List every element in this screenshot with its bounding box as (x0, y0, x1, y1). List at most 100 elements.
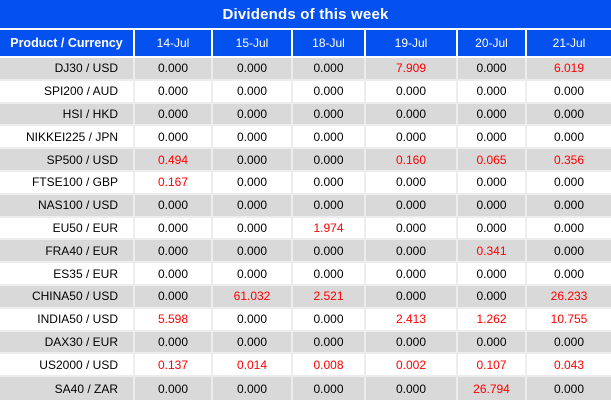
table-row: SP500 / USD 0.494 0.000 0.000 0.160 0.065 0.35… (0, 149, 611, 172)
dividend-value: 0.000 (366, 217, 458, 241)
product-currency-label: NAS100 / USD (0, 194, 135, 218)
dividend-value: 0.000 (366, 240, 458, 264)
dividend-value: 0.494 (135, 149, 213, 172)
dividend-value: 0.000 (135, 103, 213, 127)
dividend-value: 0.000 (366, 80, 458, 104)
dividend-value: 0.000 (527, 331, 611, 355)
dividend-value: 0.000 (135, 377, 213, 400)
dividend-value: 0.000 (458, 58, 527, 81)
product-currency-label: HSI / HKD (0, 103, 135, 127)
dividend-value: 0.000 (135, 285, 213, 309)
dividend-value: 0.000 (527, 80, 611, 104)
dividend-value: 0.000 (213, 103, 293, 127)
product-currency-label: SP500 / USD (0, 149, 135, 172)
dividend-value: 0.000 (293, 331, 366, 355)
dividend-value: 0.000 (213, 194, 293, 218)
table-row: HSI / HKD 0.000 0.000 0.000 0.000 0.000 0.000 (0, 103, 611, 127)
product-currency-label: CHINA50 / USD (0, 285, 135, 309)
product-currency-label: ES35 / EUR (0, 263, 135, 286)
dividend-value: 0.000 (293, 194, 366, 218)
dividend-value: 0.008 (293, 354, 366, 378)
dividend-value: 0.160 (366, 149, 458, 172)
column-header-date: 15-Jul (213, 30, 293, 58)
dividend-value: 0.000 (293, 263, 366, 286)
dividend-value: 0.000 (213, 217, 293, 241)
dividend-value: 0.000 (366, 126, 458, 150)
column-header-date: 21-Jul (527, 30, 611, 58)
dividend-value: 0.000 (213, 308, 293, 332)
dividend-value: 0.000 (135, 240, 213, 264)
dividend-value: 5.598 (135, 308, 213, 332)
dividend-value: 0.000 (527, 126, 611, 150)
dividend-value: 0.356 (527, 149, 611, 172)
dividend-value: 61.032 (213, 285, 293, 309)
product-currency-label: INDIA50 / USD (0, 308, 135, 332)
dividend-value: 1.974 (293, 217, 366, 241)
product-currency-label: SPI200 / AUD (0, 80, 135, 104)
product-currency-label: DAX30 / EUR (0, 331, 135, 355)
dividend-value: 0.000 (527, 217, 611, 241)
dividend-value: 0.000 (458, 194, 527, 218)
table-row: ES35 / EUR 0.000 0.000 0.000 0.000 0.000 0.000 (0, 263, 611, 286)
dividend-value: 0.000 (366, 285, 458, 309)
dividend-value: 0.000 (213, 171, 293, 195)
product-currency-label: FRA40 / EUR (0, 240, 135, 264)
dividend-value: 0.137 (135, 354, 213, 378)
table-row: INDIA50 / USD 5.598 0.000 0.000 2.413 1.262 10… (0, 308, 611, 332)
dividend-value: 0.000 (213, 240, 293, 264)
dividend-value: 0.000 (135, 58, 213, 81)
dividend-value: 0.000 (213, 377, 293, 400)
dividend-value: 0.000 (458, 171, 527, 195)
dividend-value: 0.341 (458, 240, 527, 264)
dividend-value: 0.000 (293, 377, 366, 400)
product-currency-label: EU50 / EUR (0, 217, 135, 241)
table-row: EU50 / EUR 0.000 0.000 1.974 0.000 0.000 0.000 (0, 217, 611, 241)
column-header-date: 14-Jul (135, 30, 213, 58)
dividend-value: 0.000 (213, 331, 293, 355)
column-header-date: 19-Jul (366, 30, 458, 58)
dividend-value: 0.014 (213, 354, 293, 378)
product-currency-label: SA40 / ZAR (0, 377, 135, 400)
product-currency-label: DJ30 / USD (0, 58, 135, 81)
dividend-value: 0.000 (213, 263, 293, 286)
column-header-date: 18-Jul (293, 30, 366, 58)
header-row: Product / Currency 14-Jul 15-Jul 18-Jul 19-J… (0, 30, 611, 58)
table-row: SPI200 / AUD 0.000 0.000 0.000 0.000 0.000 0.0… (0, 80, 611, 104)
dividend-value: 0.043 (527, 354, 611, 378)
dividend-value: 0.000 (293, 126, 366, 150)
dividend-value: 0.000 (527, 240, 611, 264)
dividend-value: 0.000 (135, 263, 213, 286)
table-row: DJ30 / USD 0.000 0.000 0.000 7.909 0.000 6.019 (0, 58, 611, 81)
dividend-value: 0.000 (213, 149, 293, 172)
dividend-value: 0.000 (458, 263, 527, 286)
dividend-value: 10.755 (527, 308, 611, 332)
dividend-value: 0.000 (458, 80, 527, 104)
dividend-value: 0.000 (458, 103, 527, 127)
dividend-value: 0.000 (293, 171, 366, 195)
dividend-value: 0.000 (458, 217, 527, 241)
dividend-value: 6.019 (527, 58, 611, 81)
dividend-value: 0.000 (213, 80, 293, 104)
dividend-value: 0.107 (458, 354, 527, 378)
dividend-value: 0.000 (135, 331, 213, 355)
table-title: Dividends of this week (0, 0, 611, 30)
column-header-date: 20-Jul (458, 30, 527, 58)
dividend-value: 0.065 (458, 149, 527, 172)
table-row: NAS100 / USD 0.000 0.000 0.000 0.000 0.000 0.0… (0, 194, 611, 218)
dividend-value: 26.794 (458, 377, 527, 400)
dividend-value: 0.000 (293, 149, 366, 172)
dividend-value: 0.000 (293, 308, 366, 332)
dividend-value: 0.000 (366, 171, 458, 195)
table-row: SA40 / ZAR 0.000 0.000 0.000 0.000 26.794 0.00… (0, 377, 611, 400)
dividend-value: 1.262 (458, 308, 527, 332)
dividend-value: 0.000 (458, 126, 527, 150)
dividend-value: 0.000 (293, 103, 366, 127)
dividend-value: 0.000 (527, 263, 611, 286)
dividend-value: 0.000 (213, 58, 293, 81)
dividend-value: 0.000 (366, 194, 458, 218)
dividend-value: 0.000 (135, 126, 213, 150)
table-row: DAX30 / EUR 0.000 0.000 0.000 0.000 0.000 0.00… (0, 331, 611, 355)
table-row: FTSE100 / GBP 0.167 0.000 0.000 0.000 0.000 0.… (0, 171, 611, 195)
dividend-value: 0.000 (293, 240, 366, 264)
